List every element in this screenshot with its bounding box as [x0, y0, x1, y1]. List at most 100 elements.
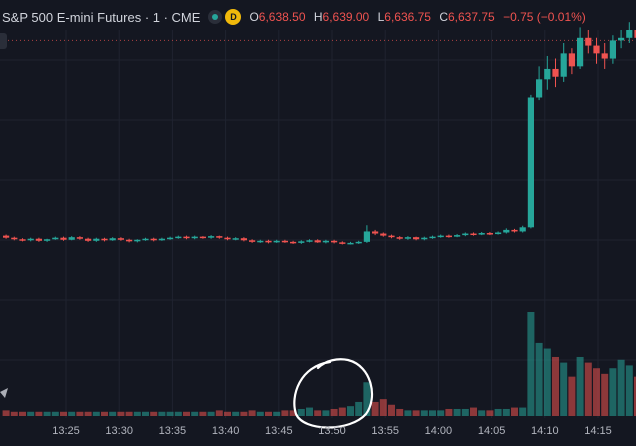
- candle-body: [544, 68, 551, 80]
- volume-bar: [224, 411, 231, 416]
- market-status-badge[interactable]: [208, 10, 223, 24]
- candle-body: [240, 238, 247, 241]
- volume-bar: [43, 411, 51, 416]
- symbol-title[interactable]: S&P 500 E-mini Futures · 1 · CME: [2, 9, 201, 25]
- volume-bar: [92, 411, 100, 416]
- candle-body: [314, 240, 321, 243]
- time-tick-label: 13:50: [318, 425, 346, 437]
- candle-body: [626, 30, 633, 38]
- volume-bar: [486, 410, 494, 416]
- open-label: O: [249, 10, 259, 24]
- candle-body: [577, 37, 584, 67]
- volume-bar: [388, 404, 395, 416]
- candle-body: [462, 233, 469, 236]
- volume-bar: [634, 376, 636, 416]
- candle-body: [339, 242, 346, 244]
- volume-bar: [494, 408, 502, 416]
- volume-bar: [166, 411, 174, 416]
- candle-body: [306, 240, 313, 242]
- volume-bar: [207, 411, 215, 416]
- time-tick-label: 14:00: [424, 425, 453, 437]
- volume-bar: [535, 342, 543, 416]
- candle-body: [404, 237, 411, 239]
- collapse-panel-tab[interactable]: [0, 33, 7, 49]
- candle-body: [552, 68, 559, 77]
- candle-body: [593, 45, 600, 54]
- candle-body: [93, 238, 100, 241]
- candle-body: [142, 238, 149, 241]
- volume-bar: [150, 411, 158, 416]
- candle-body: [19, 239, 26, 241]
- candle-body: [126, 239, 133, 242]
- volume-bar: [174, 411, 182, 416]
- candle-body: [503, 229, 510, 233]
- volume-bar: [396, 408, 404, 416]
- volume-bar: [84, 411, 92, 416]
- volume-bar: [470, 407, 477, 416]
- candle-body: [191, 236, 198, 239]
- volume-bar: [552, 356, 559, 416]
- candle-body: [52, 237, 59, 240]
- candle-body: [609, 40, 616, 59]
- change-value: −0.75 (−0.01%): [503, 10, 586, 24]
- candle-body: [470, 233, 477, 236]
- volume-bar: [289, 410, 297, 416]
- volume-bar: [568, 376, 576, 416]
- candle-body: [35, 238, 42, 241]
- volume-bar: [429, 410, 436, 416]
- candle-body: [27, 238, 34, 241]
- candle-body: [44, 239, 51, 241]
- volume-bar: [281, 410, 289, 416]
- candle-body: [232, 238, 239, 240]
- volume-bar: [478, 410, 486, 416]
- volume-bar: [453, 408, 461, 416]
- volume-bar: [273, 411, 281, 416]
- candle-body: [11, 237, 18, 240]
- volume-bar: [19, 411, 26, 416]
- candle-body: [560, 53, 567, 77]
- volume-bar: [437, 410, 445, 416]
- volume-bar: [379, 399, 387, 416]
- volume-bar: [584, 362, 592, 416]
- volume-bar: [593, 368, 600, 416]
- candle-body: [224, 237, 231, 240]
- low-value: 6,636.75: [384, 10, 431, 24]
- candle-body: [380, 233, 387, 236]
- candle-body: [208, 236, 215, 238]
- annotation-circle: [293, 358, 374, 429]
- volume-bar: [109, 411, 117, 416]
- market-status-dot: [212, 14, 219, 20]
- volume-bar: [199, 411, 207, 416]
- volume-bar: [617, 359, 625, 416]
- volume-bar: [420, 410, 428, 416]
- candle-body: [429, 236, 436, 239]
- chart-legend-header: S&P 500 E-mini Futures · 1 · CME D O 6,63…: [0, 7, 591, 27]
- data-delay-badge[interactable]: D: [225, 9, 242, 25]
- time-tick-label: 13:25: [52, 425, 80, 437]
- candle-body: [216, 236, 223, 238]
- volume-bar: [560, 362, 568, 416]
- candle-body: [421, 237, 428, 240]
- volume-bar: [191, 411, 199, 416]
- volume-bar: [248, 410, 256, 416]
- candle-body: [85, 238, 92, 241]
- volume-bar: [27, 411, 35, 416]
- candle-body: [536, 79, 543, 98]
- time-tick-label: 13:40: [211, 425, 240, 437]
- candle-body: [511, 229, 518, 232]
- volume-bar: [511, 407, 518, 416]
- volume-bar: [347, 406, 354, 416]
- time-tick-label: 14:15: [584, 425, 612, 437]
- volume-bar: [101, 411, 108, 416]
- candle-body: [527, 97, 534, 228]
- close-value: 6,637.75: [448, 10, 495, 24]
- candle-body: [257, 240, 264, 243]
- volume-bar: [142, 411, 149, 416]
- volume-bar: [215, 410, 223, 416]
- time-tick-label: 13:30: [105, 425, 133, 437]
- candle-body: [568, 53, 575, 67]
- candle-body: [347, 242, 354, 245]
- candle-body: [101, 238, 108, 241]
